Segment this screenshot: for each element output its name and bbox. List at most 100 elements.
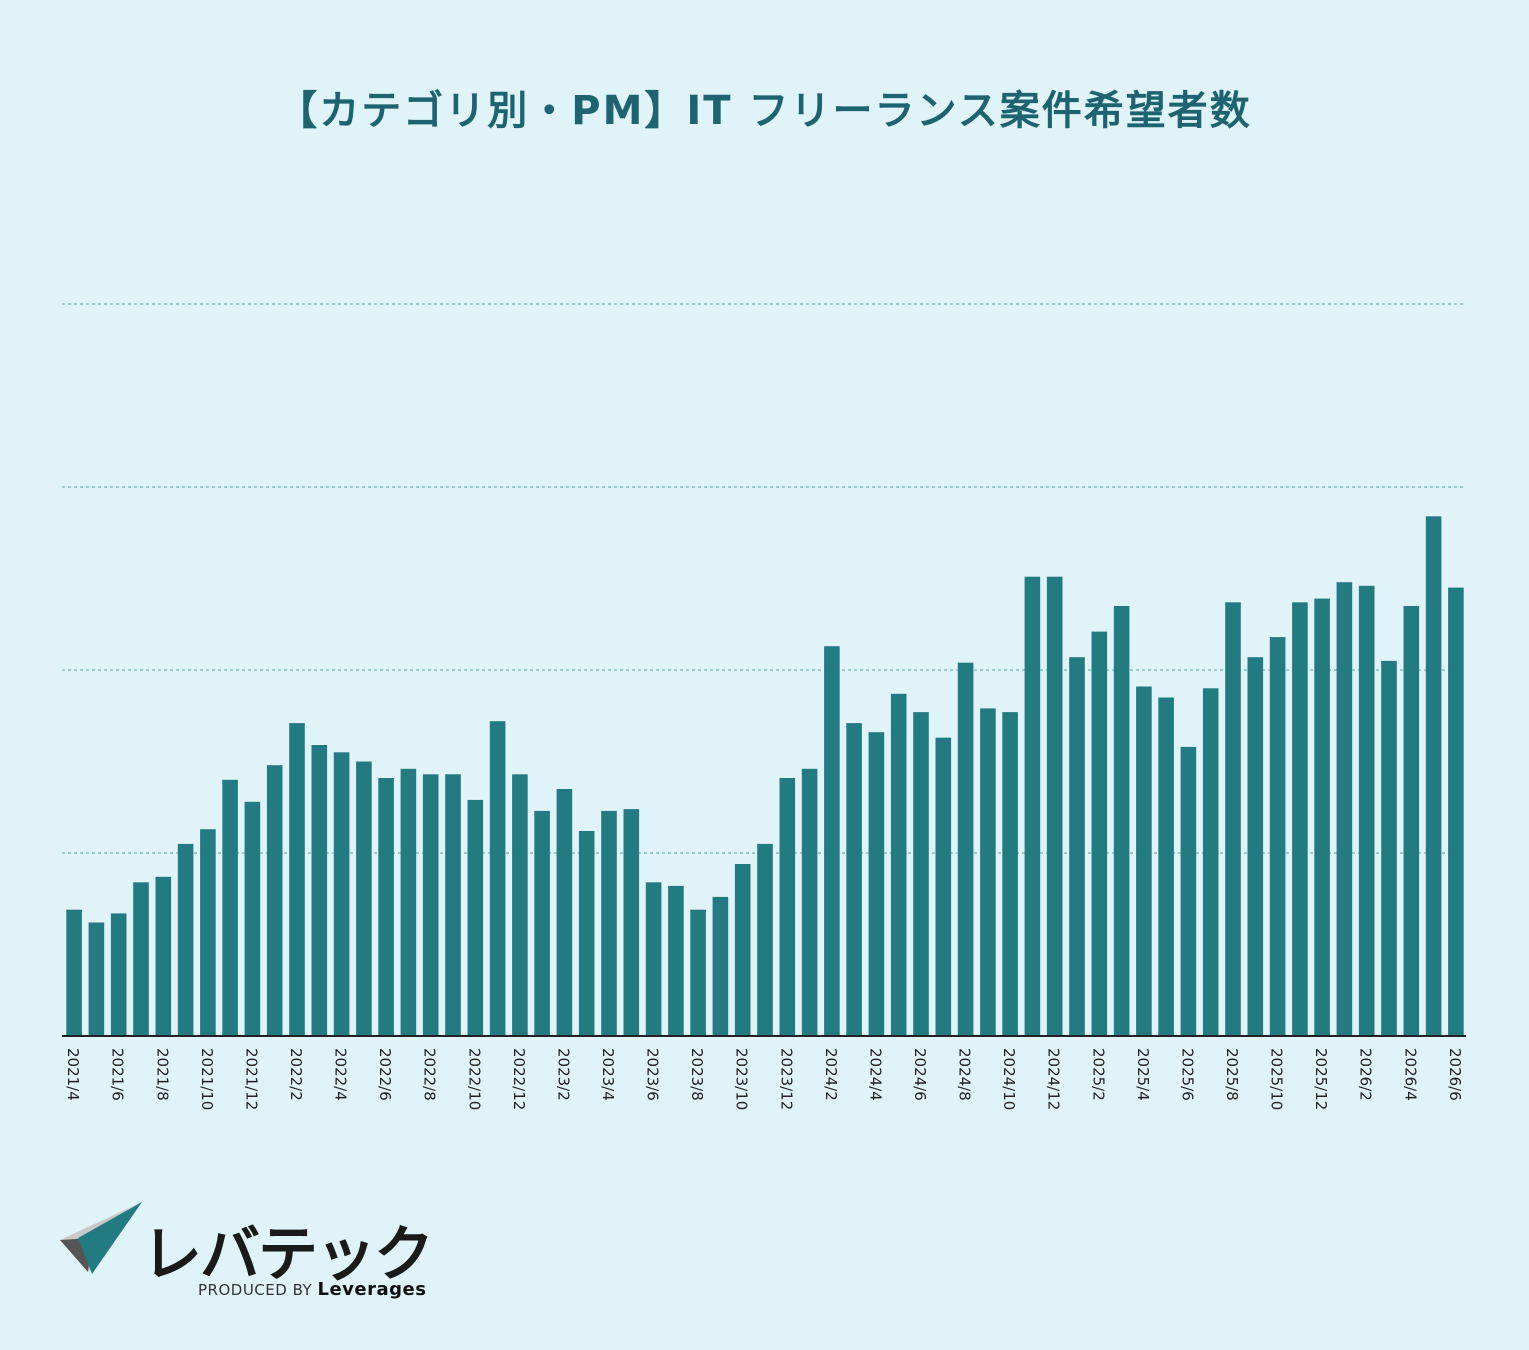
bar-2025/6 [1180,746,1197,1036]
bar-2024/2 [824,646,840,1036]
bar-2022/4 [333,752,350,1036]
bar-2025/3 [1113,606,1130,1036]
bar-2022/9 [445,774,461,1036]
bar-2024/3 [846,723,862,1036]
bar-2024/12 [1046,576,1063,1036]
brand-name: レバテック [142,1220,434,1290]
bar-2024/8 [957,662,974,1036]
x-tick-label: 2025/8 [1223,1048,1241,1101]
bar-2025/4 [1136,686,1152,1036]
bar-2023/3 [578,831,595,1036]
bar-2023/4 [601,810,617,1036]
bar-2025/7 [1202,688,1219,1036]
bar-2023/1 [534,810,550,1036]
x-tick-label: 2022/8 [421,1048,439,1101]
x-tick-label: 2023/10 [733,1048,751,1110]
x-tick-label: 2021/10 [198,1048,216,1110]
bar-2026/1 [1336,582,1353,1036]
bar-2023/2 [556,789,573,1036]
bar-2021/11 [222,779,238,1036]
x-tick-label: 2021/12 [242,1048,260,1110]
company-name: Leverages [317,1279,427,1300]
bar-2024/7 [935,737,952,1036]
x-tick-label: 2022/2 [287,1048,305,1101]
bar-2025/5 [1158,697,1174,1036]
bar-2023/7 [668,885,684,1036]
bar-2024/10 [1002,712,1018,1036]
x-tick-label: 2024/12 [1045,1048,1063,1110]
x-tick-label: 2021/4 [64,1048,82,1101]
chart-title: 【カテゴリ別・PM】IT フリーランス案件希望者数 [277,88,1252,134]
bar-2026/4 [1403,606,1420,1036]
x-tick-label: 2026/4 [1401,1048,1419,1101]
bar-2021/9 [177,843,194,1036]
bar-2022/5 [356,761,372,1036]
bars [66,516,1464,1036]
bar-2026/2 [1358,585,1375,1036]
x-tick-label: 2023/6 [644,1048,662,1101]
bar-2022/2 [289,723,305,1036]
x-tick-label: 2024/4 [866,1048,884,1101]
x-tick-label: 2026/6 [1446,1048,1464,1101]
bar-2022/3 [311,745,328,1036]
bar-2024/9 [980,708,996,1036]
bar-2025/2 [1091,631,1108,1036]
bar-2025/1 [1069,657,1085,1036]
x-tick-label: 2026/2 [1357,1048,1375,1101]
bar-2025/8 [1225,602,1241,1036]
x-tick-label: 2021/6 [109,1048,127,1101]
bar-2024/1 [801,768,818,1036]
bar-2024/6 [913,712,929,1036]
x-tick-label: 2022/12 [510,1048,528,1110]
levtech-logo-icon [60,1202,142,1274]
x-tick-labels: 2021/4 2021/6 2021/8 2021/10 2021/12 2022/2 20… [64,1048,1464,1110]
x-tick-label: 2023/2 [554,1048,572,1101]
x-tick-label: 2022/10 [465,1048,483,1110]
bar-2024/4 [868,732,885,1036]
bar-2021/6 [110,913,127,1036]
x-tick-label: 2024/6 [911,1048,929,1101]
bar-2021/4 [66,909,82,1036]
x-tick-label: 2025/6 [1178,1048,1196,1101]
bar-2024/5 [890,693,907,1036]
x-tick-label: 2024/10 [1000,1048,1018,1110]
x-tick-label: 2023/8 [688,1048,706,1101]
bar-2022/11 [489,721,506,1036]
x-tick-label: 2022/4 [332,1048,350,1101]
x-tick-label: 2025/12 [1312,1048,1330,1110]
x-tick-label: 2025/4 [1134,1048,1152,1101]
x-tick-label: 2022/6 [376,1048,394,1101]
bar-2023/10 [734,864,751,1036]
bar-2022/12 [512,774,528,1036]
bar-2023/9 [712,896,729,1036]
bar-2022/7 [400,768,417,1036]
bar-2026/3 [1381,660,1397,1036]
x-tick-label: 2021/8 [153,1048,171,1101]
bar-2023/11 [757,843,773,1036]
bar-2025/9 [1247,657,1264,1036]
bar-2022/10 [467,799,484,1036]
x-tick-label: 2023/12 [777,1048,795,1110]
bar-2021/12 [244,801,261,1036]
bar-2025/10 [1269,637,1286,1036]
bar-2023/12 [779,778,796,1036]
bar-2021/5 [88,922,105,1036]
bar-2025/12 [1314,598,1330,1036]
x-tick-label: 2023/4 [599,1048,617,1101]
bar-2021/7 [133,882,149,1036]
x-tick-label: 2025/10 [1268,1048,1286,1110]
x-tick-label: 2024/2 [822,1048,840,1101]
bar-2022/8 [422,774,439,1036]
bar-2022/1 [266,765,283,1036]
x-tick-label: 2025/2 [1089,1048,1107,1101]
bar-2026/5 [1425,516,1442,1036]
bar-2021/8 [155,876,172,1036]
bar-2022/6 [378,778,394,1036]
produced-by-label: PRODUCED BY [198,1281,313,1299]
bar-2024/11 [1024,576,1041,1036]
bar-2023/6 [645,882,662,1036]
bar-2023/8 [690,909,706,1036]
bar-2025/11 [1292,602,1308,1036]
bar-2021/10 [200,829,216,1036]
